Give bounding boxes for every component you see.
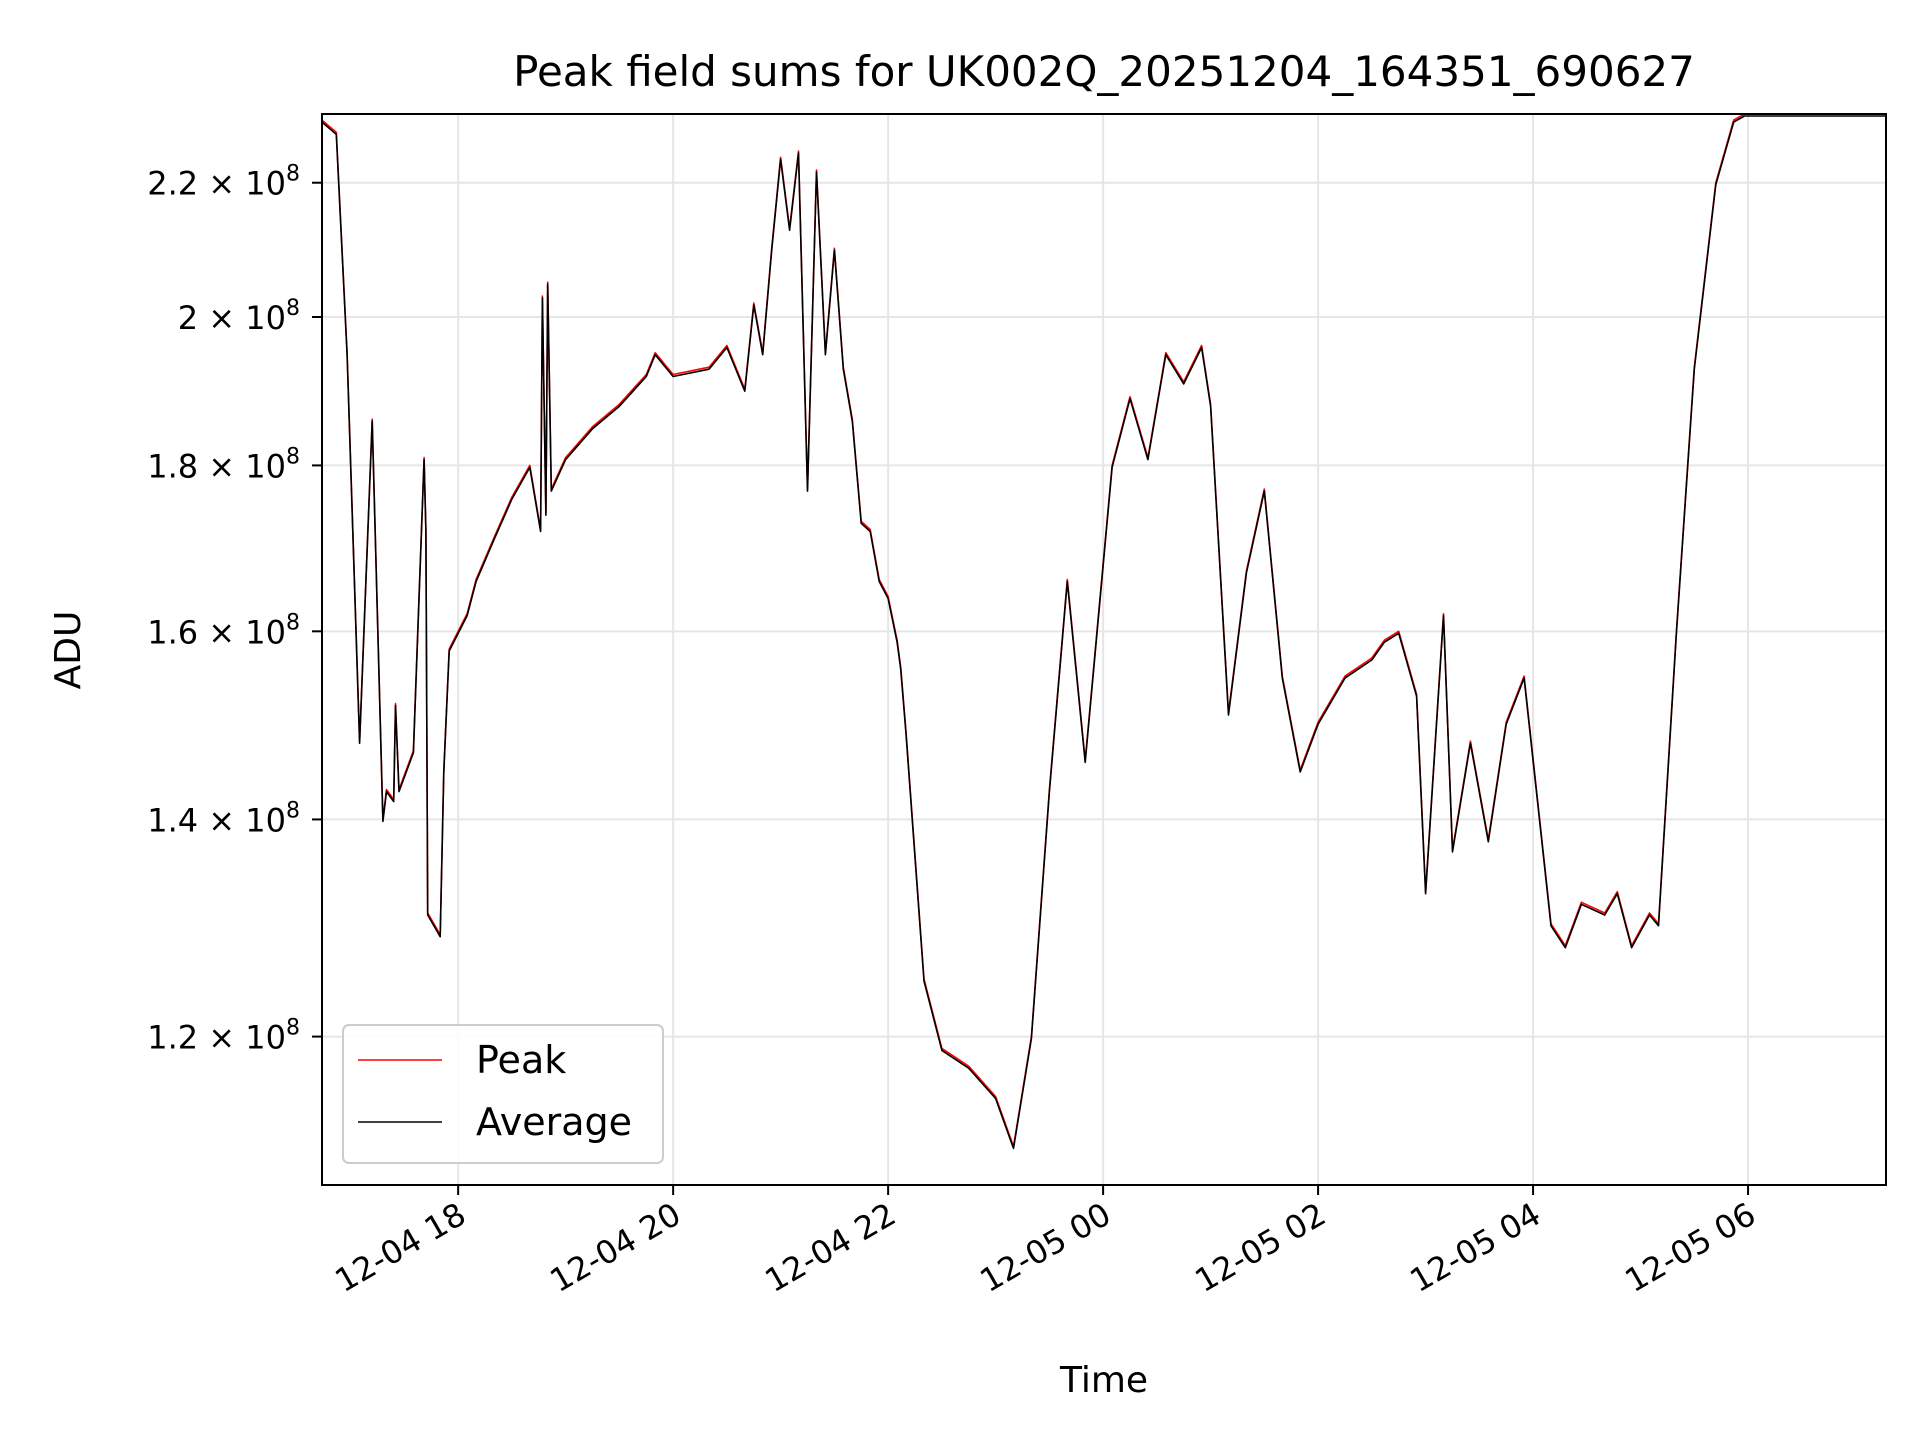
series-line-average [321,115,1886,1150]
y-tick-label: 1.4 × 108 [147,798,300,839]
gridlines [322,114,1886,1185]
y-tick-label: 2.2 × 108 [147,162,300,203]
x-axis-label: Time [1059,1360,1148,1401]
y-axis-label: ADU [48,611,89,690]
y-axis: 1.2 × 108 1.4 × 108 1.6 × 108 1.8 × 108 2 × … [147,162,322,1057]
series-layer [321,113,1886,1150]
legend-label-peak: Peak [476,1038,566,1082]
y-tick-label: 1.6 × 108 [147,610,300,651]
chart-title: Peak field sums for UK002Q_20251204_1643… [513,47,1695,96]
y-tick-label: 1.2 × 108 [147,1016,300,1057]
legend: Peak Average [342,1024,664,1164]
y-tick-label: 1.8 × 108 [147,444,300,485]
y-tick-label: 2 × 108 [178,296,300,337]
legend-label-average: Average [476,1100,632,1144]
